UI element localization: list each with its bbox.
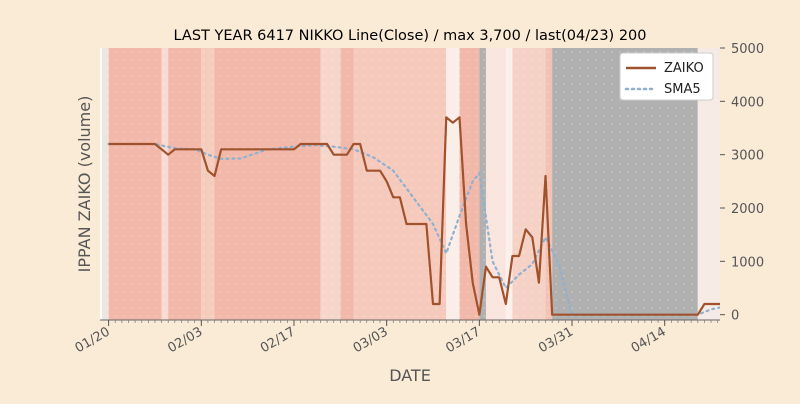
- x-tick-label: 04/14: [629, 324, 669, 356]
- y-tick-label: 3000: [731, 149, 764, 164]
- x-tick-label: 03/03: [351, 324, 391, 356]
- series-line-zaiko: [108, 116, 720, 316]
- x-tick-label: 01/20: [73, 324, 113, 356]
- y-tick-label: 1000: [731, 255, 764, 270]
- y-tick-label: 5000: [731, 42, 764, 57]
- legend-label-zaiko: ZAIKO: [664, 61, 704, 76]
- x-tick-label: 03/31: [536, 324, 576, 356]
- y-tick-label: 0: [731, 309, 739, 324]
- x-axis-label: DATE: [389, 366, 431, 385]
- x-tick-label: 03/17: [443, 324, 483, 356]
- y-tick-label: 2000: [731, 202, 764, 217]
- series-lines: [107, 116, 720, 316]
- x-tick-label: 02/17: [258, 324, 298, 356]
- legend: ZAIKO SMA5: [619, 52, 714, 101]
- series-line-sma5: [107, 142, 720, 316]
- legend-label-sma5: SMA5: [664, 82, 701, 97]
- y-axis-right: 0 1000 2000 3000 4000 5000: [720, 42, 764, 324]
- y-tick-label: 4000: [731, 95, 764, 110]
- y-axis-label: IPPAN ZAIKO (volume): [75, 96, 94, 273]
- plot-texture: [100, 48, 720, 320]
- chart-title: LAST YEAR 6417 NIKKO Line(Close) / max 3…: [174, 28, 647, 44]
- x-tick-label: 02/03: [165, 324, 205, 356]
- x-axis: 01/20 02/03 02/17 03/03 03/17 03/31 04/14: [73, 319, 720, 356]
